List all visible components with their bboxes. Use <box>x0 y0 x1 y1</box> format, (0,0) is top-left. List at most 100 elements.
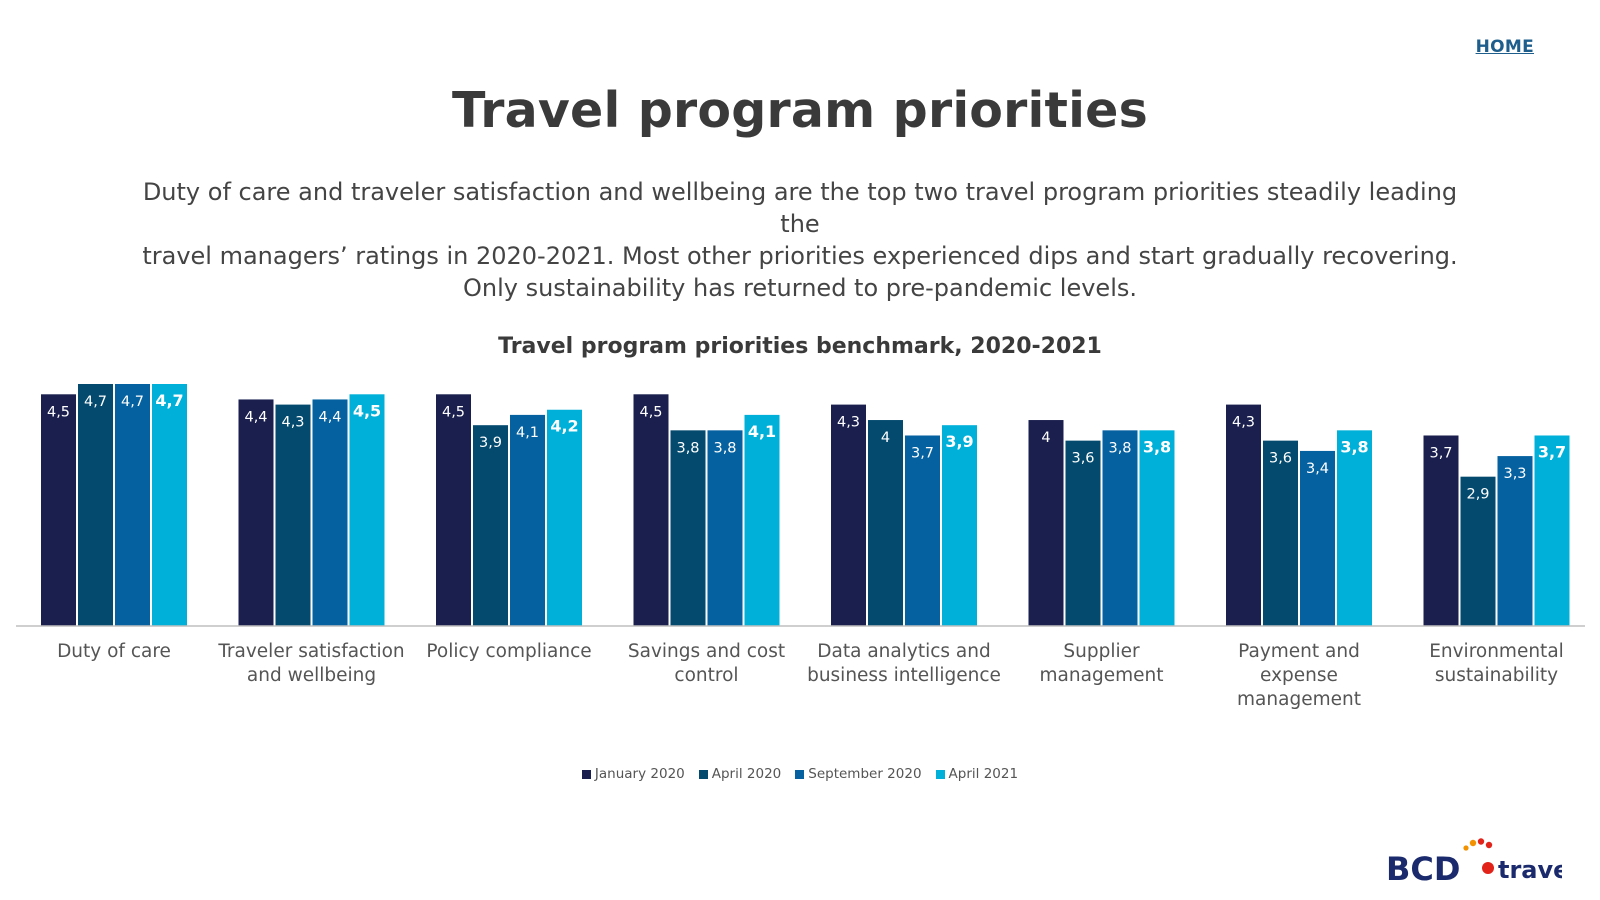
bar <box>670 430 706 626</box>
category-label: and wellbeing <box>247 665 376 686</box>
bar <box>1028 420 1064 626</box>
data-label: 4,1 <box>516 425 539 441</box>
data-label: 4,5 <box>47 404 70 420</box>
bar <box>547 409 582 626</box>
data-label: 4,7 <box>155 391 183 410</box>
data-label: 4,4 <box>244 409 267 425</box>
data-label: 3,8 <box>676 440 699 456</box>
data-label: 4,2 <box>550 417 578 436</box>
bar <box>1102 430 1138 626</box>
data-label: 2,9 <box>1466 487 1489 503</box>
intro-line: Duty of care and traveler satisfaction a… <box>142 178 1458 238</box>
bar <box>868 420 903 626</box>
bar <box>1226 404 1261 626</box>
data-label: 3,9 <box>479 435 502 451</box>
intro-line: Only sustainability has returned to pre-… <box>462 274 1137 302</box>
data-label: 4,3 <box>837 415 860 431</box>
bar <box>1337 430 1372 626</box>
legend-swatch <box>698 769 708 779</box>
data-label: 4,5 <box>442 404 465 420</box>
data-label: 3,4 <box>1306 461 1329 477</box>
bar <box>1497 456 1533 626</box>
bar <box>152 384 187 626</box>
data-label: 4,3 <box>281 415 304 431</box>
bar-chart: 4,5 4,7 4,7 4,7 Duty of care 4,4 4,3 4,4 4,5 Trav… <box>16 384 1585 710</box>
bar <box>1534 435 1570 626</box>
bar <box>436 394 471 626</box>
bar <box>115 384 150 626</box>
bar <box>238 399 274 626</box>
chart-legend: January 2020 April 2020 September 2020 Apri… <box>0 766 1600 782</box>
intro-line: travel managers’ ratings in 2020-2021. M… <box>142 242 1458 270</box>
bar <box>905 435 940 626</box>
bar <box>275 404 311 626</box>
category-label: sustainability <box>1435 665 1558 686</box>
category-label: expense <box>1260 665 1338 686</box>
data-label: 3,6 <box>1071 451 1094 467</box>
bar <box>707 430 743 626</box>
bar <box>1263 440 1298 626</box>
chart-title: Travel program priorities benchmark, 202… <box>498 334 1102 359</box>
data-label: 3,9 <box>945 432 973 451</box>
bar <box>473 425 508 626</box>
logo-travel-text: travel <box>1498 856 1562 884</box>
category-label: management <box>1237 689 1361 710</box>
data-label: 4 <box>881 430 890 446</box>
data-label: 4,5 <box>353 401 381 420</box>
data-label: 3,8 <box>1340 437 1368 456</box>
bar <box>78 384 113 626</box>
bar <box>510 414 545 626</box>
legend-item: April 2020 <box>698 766 781 782</box>
category-label: Data analytics and <box>817 641 990 662</box>
logo-red-dot <box>1482 862 1494 874</box>
bar <box>1139 430 1175 626</box>
bar <box>1460 476 1496 626</box>
logo-dot <box>1463 845 1469 851</box>
bar <box>942 425 977 626</box>
bar <box>831 404 866 626</box>
data-label: 3,8 <box>1143 437 1171 456</box>
bar <box>41 394 76 626</box>
data-label: 3,3 <box>1503 466 1526 482</box>
intro-text: Duty of care and traveler satisfaction a… <box>120 176 1480 304</box>
data-label: 4,7 <box>121 394 144 410</box>
data-label: 3,8 <box>1108 440 1131 456</box>
legend-swatch <box>795 769 805 779</box>
category-label: Duty of care <box>57 641 171 662</box>
data-label: 4,1 <box>748 422 776 441</box>
bar <box>744 414 780 626</box>
data-label: 4,4 <box>318 409 341 425</box>
category-label: Policy compliance <box>426 641 591 662</box>
bar <box>1423 435 1459 626</box>
legend-label: September 2020 <box>808 766 922 782</box>
bar <box>1065 440 1101 626</box>
category-label: Payment and <box>1238 641 1360 662</box>
bar <box>1300 450 1335 626</box>
category-label: control <box>674 665 738 686</box>
data-label: 3,7 <box>911 445 934 461</box>
category-label: Supplier <box>1063 641 1140 662</box>
category-label: business intelligence <box>807 665 1001 686</box>
legend-item: September 2020 <box>795 766 922 782</box>
logo-dot <box>1469 839 1477 847</box>
legend-swatch <box>581 769 591 779</box>
legend-swatch <box>935 769 945 779</box>
data-label: 4 <box>1041 430 1050 446</box>
data-label: 4,7 <box>84 394 107 410</box>
bar <box>349 394 385 626</box>
data-label: 3,6 <box>1269 451 1292 467</box>
data-label: 3,7 <box>1429 445 1452 461</box>
data-label: 3,8 <box>713 440 736 456</box>
legend-item: April 2021 <box>935 766 1018 782</box>
data-label: 4,3 <box>1232 415 1255 431</box>
category-label: Traveler satisfaction <box>217 641 404 662</box>
logo-dot <box>1485 841 1493 849</box>
legend-label: January 2020 <box>594 766 685 782</box>
logo-dot <box>1477 838 1485 845</box>
logo-bcd-text: BCD <box>1386 850 1460 886</box>
category-label: Savings and cost <box>628 641 785 662</box>
data-label: 3,7 <box>1538 442 1566 461</box>
legend-item: January 2020 <box>581 766 685 782</box>
category-label: management <box>1040 665 1164 686</box>
home-link[interactable]: HOME <box>1475 37 1534 57</box>
